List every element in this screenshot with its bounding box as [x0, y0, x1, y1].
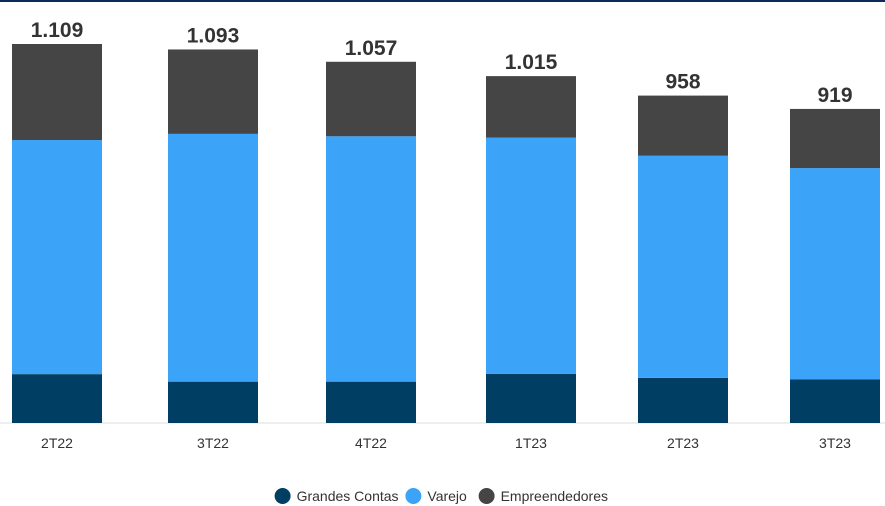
total-label: 1.057 — [345, 37, 398, 60]
bar-segment — [790, 379, 880, 423]
x-tick-label: 3T22 — [197, 435, 229, 451]
legend-label: Empreendedores — [501, 488, 608, 504]
legend-marker — [405, 488, 422, 504]
bar-segment — [638, 95, 728, 156]
x-tick-label: 2T23 — [667, 435, 699, 451]
total-label: 958 — [665, 71, 700, 94]
legend-label: Grandes Contas — [297, 488, 399, 504]
total-label: 1.015 — [505, 51, 558, 74]
legend-marker — [274, 488, 291, 504]
bar-segment — [326, 381, 416, 423]
bar-segment — [326, 61, 416, 137]
x-tick-label: 3T23 — [819, 435, 851, 451]
bar-segment — [168, 133, 258, 382]
x-tick-label: 1T23 — [515, 435, 547, 451]
total-label: 1.109 — [31, 19, 84, 42]
bar-segment — [638, 155, 728, 378]
bar-segment — [168, 381, 258, 423]
bar-segment — [790, 108, 880, 169]
bar-segment — [486, 373, 576, 423]
total-label: 919 — [817, 84, 852, 107]
bar-segment — [326, 136, 416, 382]
top-rule — [0, 0, 885, 2]
bar-segment — [12, 44, 102, 141]
x-tick-label: 2T22 — [41, 435, 73, 451]
bar-segment — [638, 377, 728, 423]
legend-label: Varejo — [427, 488, 467, 504]
bar-segment — [168, 49, 258, 134]
bar-segment — [486, 76, 576, 138]
x-tick-label: 4T22 — [355, 435, 387, 451]
legend-marker — [478, 488, 495, 504]
bar-segment — [486, 137, 576, 374]
bar-segment — [790, 168, 880, 380]
total-label: 1.093 — [187, 24, 240, 47]
bar-segment — [12, 374, 102, 423]
bar-segment — [12, 140, 102, 375]
